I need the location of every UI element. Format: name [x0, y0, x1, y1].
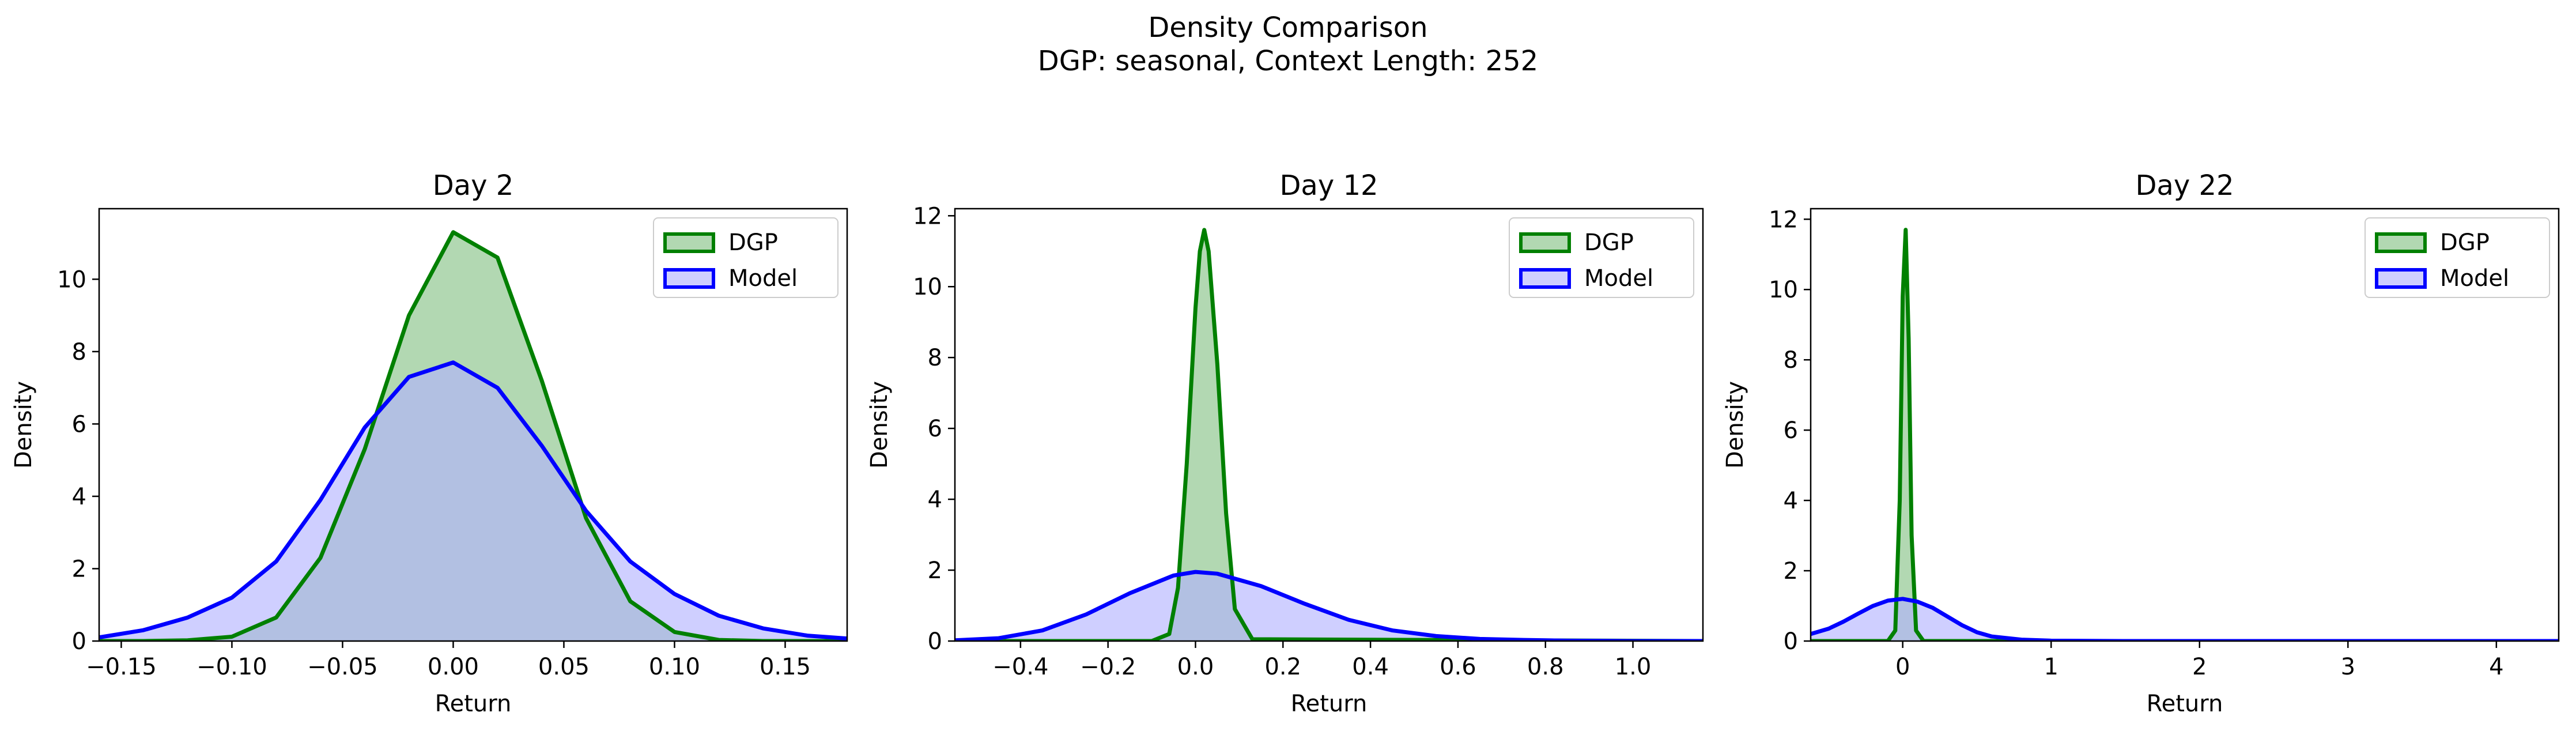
x-tick-label: 0.00 — [428, 654, 479, 680]
x-axis-label: Return — [2147, 691, 2223, 717]
plot-area — [955, 228, 1703, 641]
y-axis-label: Density — [1722, 381, 1748, 469]
axes-frame — [1810, 208, 2560, 642]
y-tick-label: 4 — [928, 487, 942, 513]
panel-title: Day 12 — [1279, 169, 1378, 202]
y-tick-label: 10 — [1769, 277, 1798, 303]
y-tick-label: 10 — [57, 266, 86, 293]
legend-label-dgp: DGP — [1584, 229, 1634, 256]
y-tick-label: 6 — [928, 416, 942, 442]
y-tick-label: 0 — [1784, 628, 1798, 655]
line-dgp — [955, 228, 1703, 641]
legend: DGP Model — [2365, 217, 2550, 298]
x-tick-label: 0.2 — [1264, 654, 1301, 680]
y-tick-label: 8 — [1784, 347, 1798, 374]
figure-subtitle: DGP: seasonal, Context Length: 252 — [1038, 45, 1538, 77]
panel-day-12: −0.4 −0.2 0.0 0.2 0.4 0.6 0.8 1.0 0 2 4 6 8 10 12 Day 1… — [866, 169, 1704, 717]
legend-label-dgp: DGP — [728, 229, 778, 256]
y-tick-label: 2 — [928, 557, 942, 584]
legend-swatch-model — [1519, 268, 1571, 289]
legend-label-model: Model — [1584, 265, 1653, 292]
line-dgp — [99, 230, 847, 641]
x-tick-label: 0.15 — [760, 654, 811, 680]
panel-title: Day 22 — [2135, 169, 2234, 202]
y-tick-label: 2 — [72, 556, 86, 582]
legend-swatch-model — [663, 268, 715, 289]
x-tick-label: 1.0 — [1615, 654, 1652, 680]
x-tick-label: 0.10 — [649, 654, 700, 680]
axes-frame — [954, 208, 1704, 642]
x-tick-label: 4 — [2489, 654, 2503, 680]
y-tick-label: 8 — [928, 345, 942, 371]
y-tick-label: 0 — [72, 628, 86, 655]
y-tick-label: 6 — [72, 411, 86, 438]
plot-area — [99, 230, 847, 641]
x-tick-label: 0.05 — [538, 654, 590, 680]
legend-swatch-dgp — [1519, 232, 1571, 253]
y-tick-label: 4 — [72, 484, 86, 510]
legend-label-model: Model — [2440, 265, 2509, 292]
legend-swatch-dgp — [663, 232, 715, 253]
area-model — [99, 362, 847, 641]
x-tick-label: 2 — [2192, 654, 2207, 680]
line-model — [955, 570, 1703, 641]
x-tick-label: −0.2 — [1080, 654, 1136, 680]
y-tick-label: 12 — [1769, 206, 1798, 233]
figure-title: Density Comparison — [1148, 12, 1427, 44]
y-tick-label: 0 — [928, 628, 942, 655]
x-tick-label: 0.4 — [1352, 654, 1389, 680]
legend: DGP Model — [653, 217, 838, 298]
y-tick-label: 8 — [72, 339, 86, 365]
x-tick-label: 0.6 — [1440, 654, 1476, 680]
y-tick-label: 6 — [1784, 417, 1798, 444]
x-tick-label: 1 — [2044, 654, 2058, 680]
x-tick-label: −0.15 — [86, 654, 157, 680]
x-axis-label: Return — [435, 691, 512, 717]
y-axis-label: Density — [10, 381, 37, 469]
y-tick-label: 2 — [1784, 558, 1798, 585]
x-axis-label: Return — [1291, 691, 1368, 717]
legend-swatch-dgp — [2375, 232, 2427, 253]
line-dgp — [1811, 228, 2559, 641]
x-tick-label: −0.4 — [992, 654, 1048, 680]
y-tick-label: 10 — [913, 274, 942, 300]
x-tick-label: 3 — [2341, 654, 2355, 680]
line-model — [99, 360, 847, 641]
legend: DGP Model — [1509, 217, 1694, 298]
legend-label-dgp: DGP — [2440, 229, 2490, 256]
panel-day-2: −0.15 −0.10 −0.05 0.00 0.05 0.10 0.15 0 2 4 6 8 10 Da… — [10, 169, 848, 717]
y-axis-label: Density — [866, 381, 893, 469]
x-tick-label: 0.8 — [1527, 654, 1564, 680]
legend-label-model: Model — [728, 265, 798, 292]
area-model — [955, 572, 1703, 641]
panel-title: Day 2 — [433, 169, 514, 202]
axes-frame — [98, 208, 848, 642]
x-tick-label: 0 — [1895, 654, 1910, 680]
legend-swatch-model — [2375, 268, 2427, 289]
y-tick-label: 12 — [913, 203, 942, 229]
x-tick-label: −0.05 — [307, 654, 378, 680]
x-tick-label: −0.10 — [197, 654, 267, 680]
y-tick-label: 4 — [1784, 488, 1798, 514]
x-tick-label: 0.0 — [1177, 654, 1214, 680]
